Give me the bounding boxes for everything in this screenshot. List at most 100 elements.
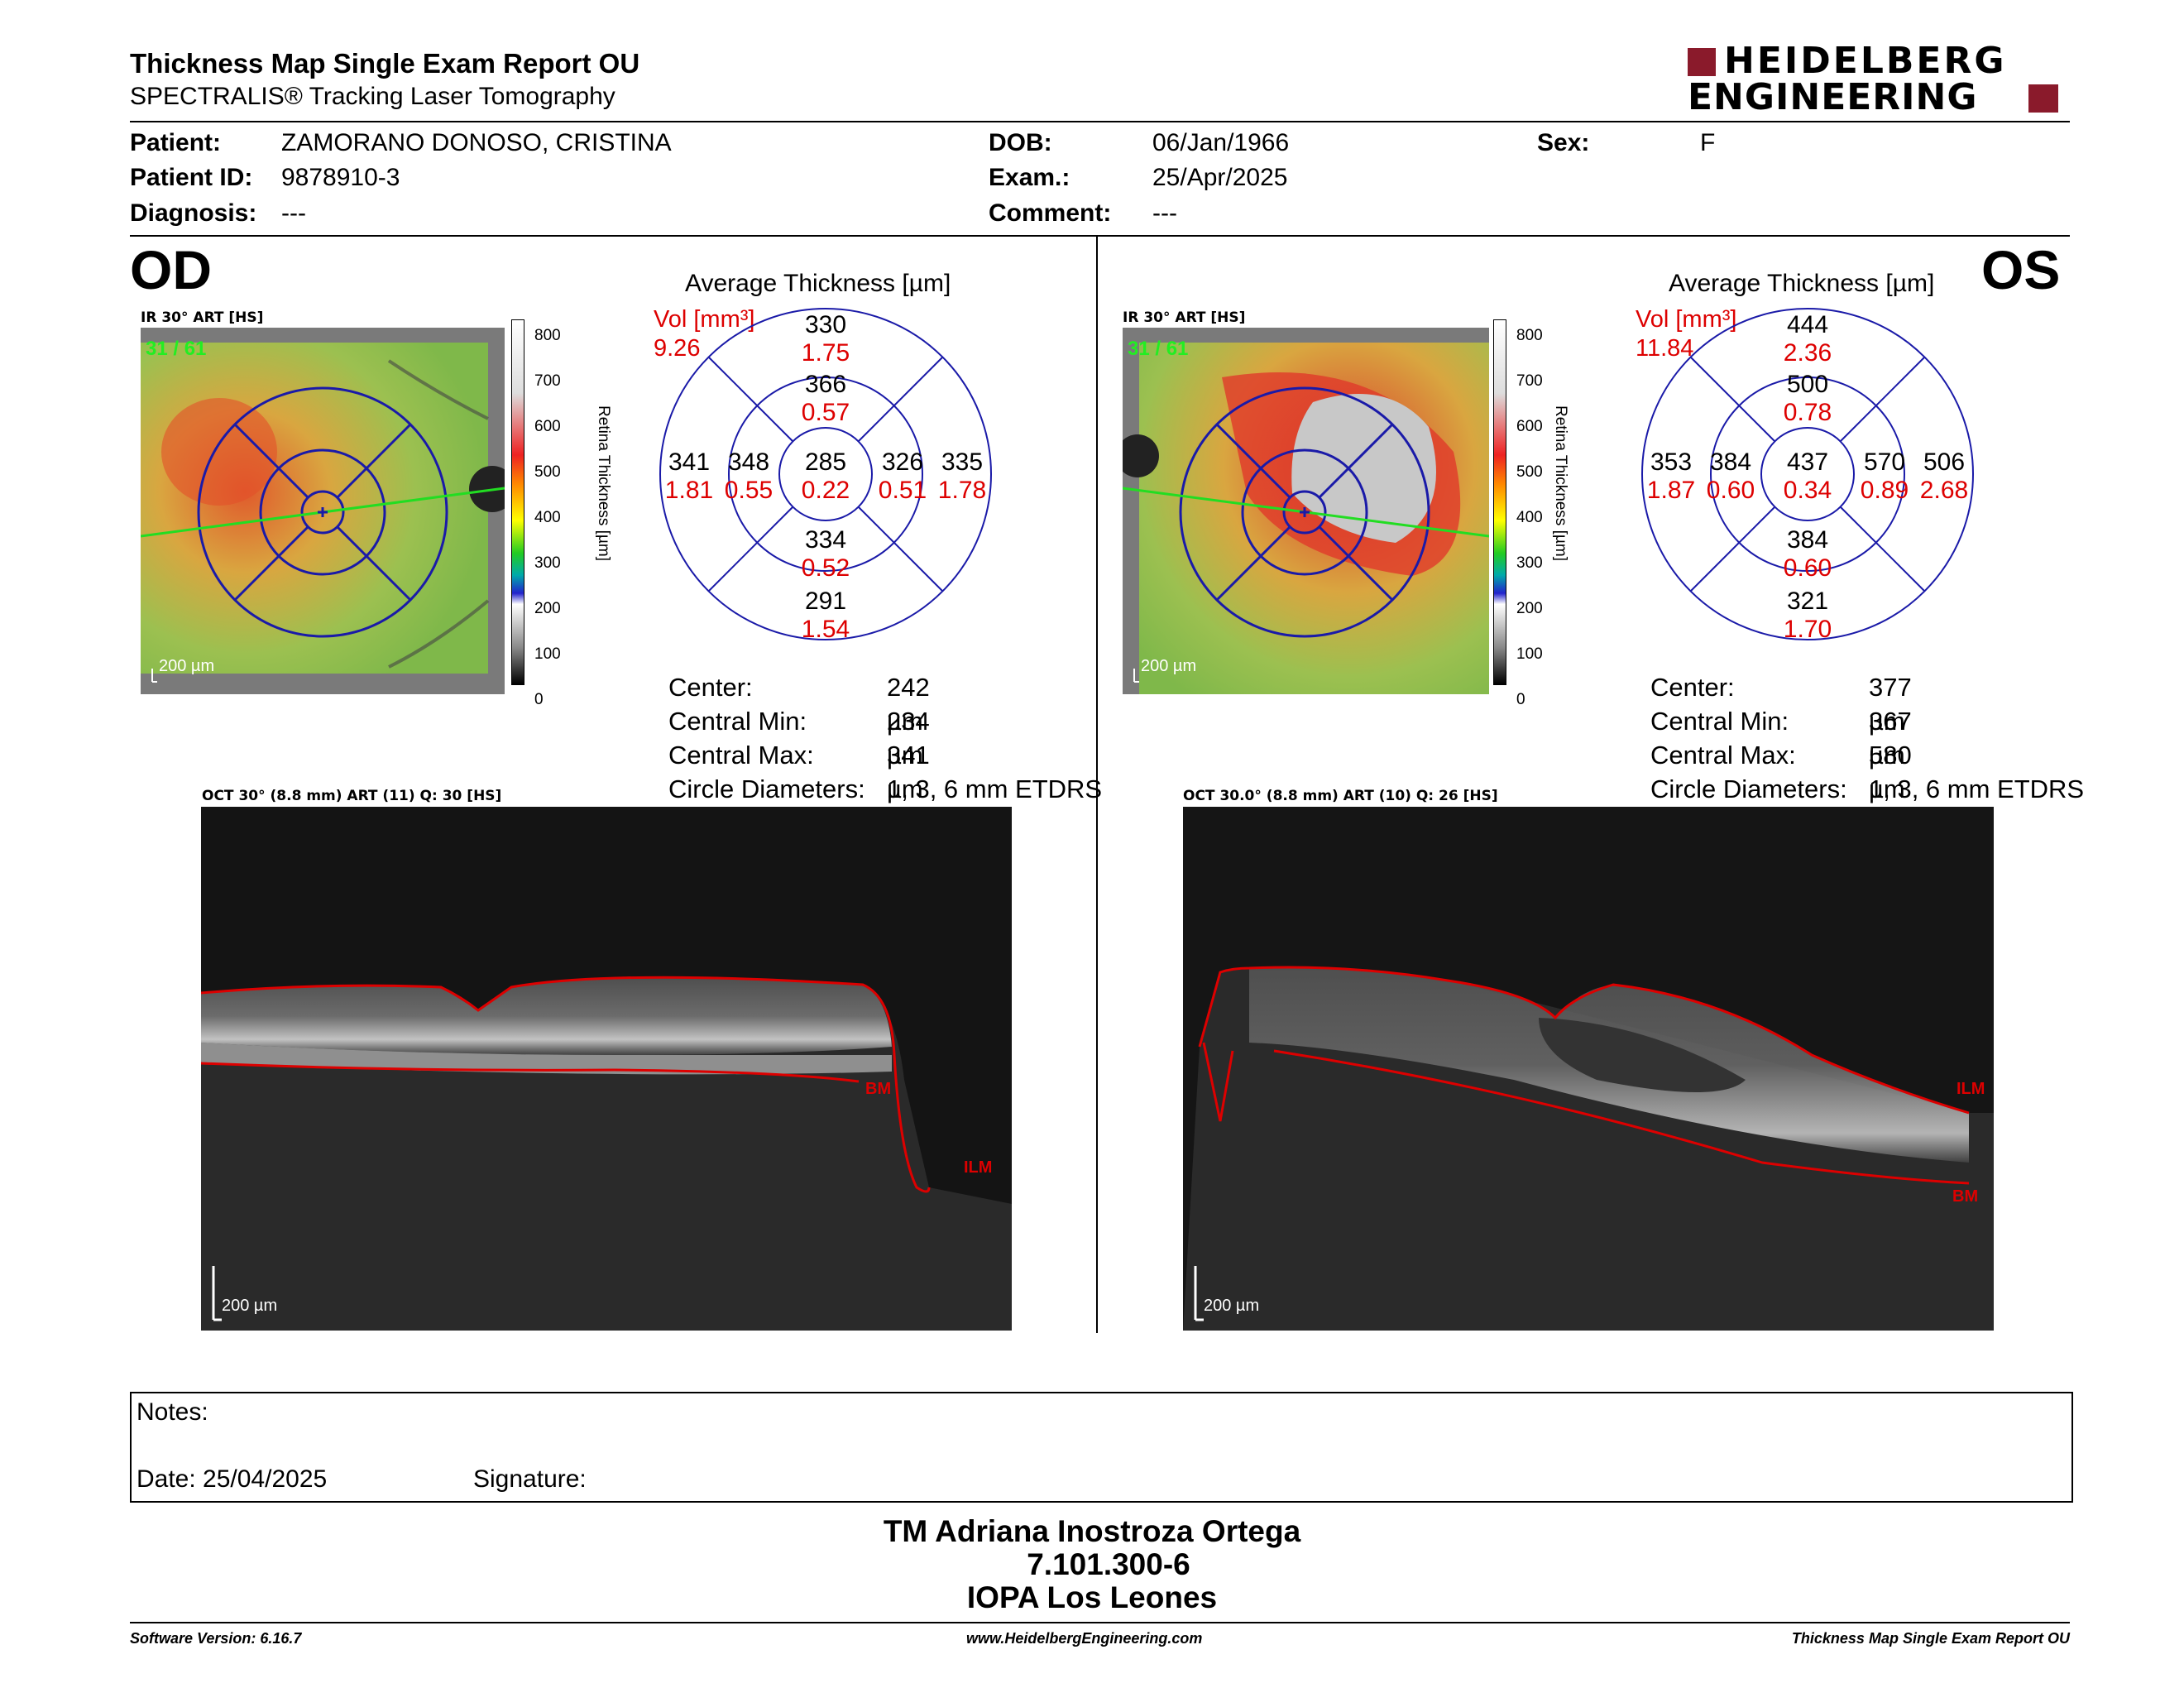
os-ilm-label: ILM — [1956, 1080, 1985, 1098]
od-stats: Center: 242 µm Central Min: 234 µm Central… — [668, 670, 1103, 806]
dob-value: 06/Jan/1966 — [1152, 129, 1290, 156]
os-colorbar-ticks: 800 700 600 500 400 300 200 100 0 — [1516, 313, 1543, 722]
website-link[interactable]: www.HeidelbergEngineering.com — [966, 1630, 1203, 1647]
od-sector-center: 285 0.22 — [801, 448, 850, 504]
od-tick-300: 300 — [534, 554, 561, 572]
os-sector-inner-bottom: 384 0.60 — [1783, 526, 1832, 582]
patient-label: Patient: — [130, 129, 222, 156]
footer-divider — [130, 1622, 2070, 1623]
signer-clinic: IOPA Los Leones — [966, 1580, 1218, 1614]
os-tick-300: 300 — [1516, 554, 1543, 572]
os-etdrs-grid — [1641, 308, 1974, 640]
od-sector-outer-right: 335 1.78 — [937, 448, 987, 504]
header-divider — [130, 121, 2070, 122]
os-sector-center: 437 0.34 — [1783, 448, 1832, 504]
logo-text-heidelberg: HEIDELBERG — [1724, 40, 2007, 82]
dob-label: DOB: — [989, 129, 1052, 156]
patient-divider — [130, 235, 2070, 237]
od-stat-circle-diameters: Circle Diameters: 1, 3, 6 mm ETDRS — [668, 774, 1103, 803]
os-tick-600: 600 — [1516, 418, 1543, 435]
signer-name: TM Adriana Inostroza Ortega — [883, 1514, 1301, 1548]
os-vol-total: 11.84 — [1636, 335, 1694, 362]
diagnosis-label: Diagnosis: — [130, 199, 257, 227]
os-colorbar: 800 700 600 500 400 300 200 100 0 — [1493, 319, 1551, 708]
os-tick-200: 200 — [1516, 600, 1543, 617]
os-oct-scan: ILM BM 200 µm — [1183, 807, 1994, 1331]
os-thickness-map: 31 / 61 200 µm — [1116, 328, 1490, 694]
notes-label: Notes: — [136, 1398, 208, 1426]
os-sector-outer-bottom: 321 1.70 — [1783, 587, 1832, 643]
os-tick-800: 800 — [1516, 327, 1543, 344]
od-sector-inner-bottom: 334 0.52 — [801, 526, 850, 582]
sex-value: F — [1700, 129, 1716, 156]
od-sector-inner-top: 366 0.57 — [801, 371, 850, 426]
od-vol-total: 9.26 — [654, 335, 701, 362]
od-thickness-map: 31 / 61 200 µm — [140, 328, 515, 694]
od-colorbar-gradient — [511, 319, 524, 685]
notes-box[interactable]: Notes: Date: 25/04/2025 Signature: — [130, 1392, 2073, 1503]
od-oct-label: OCT 30° (8.8 mm) ART (11) Q: 30 [HS] — [202, 788, 502, 804]
od-stat-central-max: Central Max: 341 µm — [668, 741, 930, 803]
od-tick-200: 200 — [534, 600, 561, 617]
od-colorbar: 800 700 600 500 400 300 200 100 0 — [511, 319, 569, 708]
od-oct-scan: BM ILM 200 µm — [200, 807, 1012, 1331]
os-frame-counter: 31 / 61 — [1128, 338, 1189, 360]
os-tick-0: 0 — [1516, 691, 1525, 708]
os-map-scale: 200 µm — [1141, 657, 1197, 675]
os-colorbar-title: Retina Thickness [µm] — [1552, 405, 1569, 561]
od-ilm-label: ILM — [964, 1158, 993, 1177]
diagnosis-value: --- — [281, 199, 306, 227]
os-sector-inner-left: 384 0.60 — [1706, 448, 1755, 504]
od-etdrs-grid — [659, 308, 992, 640]
os-eye-label: OS — [1981, 239, 2061, 300]
os-colorbar-gradient — [1493, 319, 1506, 685]
comment-value: --- — [1152, 199, 1177, 227]
heidelberg-logo: HEIDELBERG ENGINEERING — [1688, 40, 2068, 116]
od-sector-outer-bottom: 291 1.54 — [801, 587, 850, 643]
os-tick-500: 500 — [1516, 463, 1543, 481]
logo-square-top — [1688, 48, 1716, 76]
os-sector-inner-top: 500 0.78 — [1783, 371, 1832, 426]
os-sector-outer-right: 506 2.68 — [1919, 448, 1969, 504]
patient-id: 9878910-3 — [281, 164, 400, 191]
exam-value: 25/Apr/2025 — [1152, 164, 1288, 191]
os-stat-center: Center: 377 µm — [1650, 673, 1912, 736]
os-sector-outer-top: 444 2.36 — [1783, 311, 1832, 367]
od-sector-inner-left: 348 0.55 — [724, 448, 774, 504]
od-colorbar-ticks: 800 700 600 500 400 300 200 100 0 — [534, 313, 561, 722]
os-vol-label: Vol [mm³] — [1636, 306, 1737, 333]
od-tick-500: 500 — [534, 463, 561, 481]
os-stat-central-max: Central Max: 580 µm — [1650, 741, 1912, 803]
od-tick-700: 700 — [534, 372, 561, 390]
od-bm-label: BM — [865, 1080, 892, 1098]
logo-square-bottom — [2028, 84, 2058, 113]
signature-label[interactable]: Signature: — [473, 1465, 587, 1493]
od-colorbar-title: Retina Thickness [µm] — [595, 405, 612, 561]
od-frame-counter: 31 / 61 — [146, 338, 207, 360]
od-avg-title: Average Thickness [µm] — [685, 270, 951, 297]
od-eye-label: OD — [130, 239, 212, 300]
od-tick-100: 100 — [534, 645, 561, 663]
od-tick-600: 600 — [534, 418, 561, 435]
od-stat-central-min: Central Min: 234 µm — [668, 707, 930, 770]
od-oct-scale: 200 µm — [222, 1297, 278, 1315]
signer-rut: 7.101.300-6 — [1027, 1547, 1190, 1581]
exam-label: Exam.: — [989, 164, 1070, 191]
patient-id-label: Patient ID: — [130, 164, 253, 191]
od-tick-800: 800 — [534, 327, 561, 344]
os-oct-scale: 200 µm — [1204, 1297, 1260, 1315]
footer-report-name: Thickness Map Single Exam Report OU — [1791, 1630, 2070, 1647]
od-vol-label: Vol [mm³] — [654, 306, 755, 333]
eye-divider — [1096, 237, 1098, 1333]
patient-name: ZAMORANO DONOSO, CRISTINA — [281, 129, 672, 156]
os-sector-inner-right: 570 0.89 — [1860, 448, 1909, 504]
os-stats: Center: 377 µm Central Min: 367 µm Central… — [1650, 670, 2084, 806]
os-avg-title: Average Thickness [µm] — [1669, 270, 1935, 297]
os-bm-label: BM — [1952, 1187, 1979, 1206]
od-stat-center: Center: 242 µm — [668, 673, 930, 736]
os-tick-100: 100 — [1516, 645, 1543, 663]
report-title: Thickness Map Single Exam Report OU — [130, 48, 640, 79]
os-oct-label: OCT 30.0° (8.8 mm) ART (10) Q: 26 [HS] — [1183, 788, 1498, 804]
report-subtitle: SPECTRALIS® Tracking Laser Tomography — [130, 83, 615, 110]
od-map-scale: 200 µm — [159, 657, 215, 675]
